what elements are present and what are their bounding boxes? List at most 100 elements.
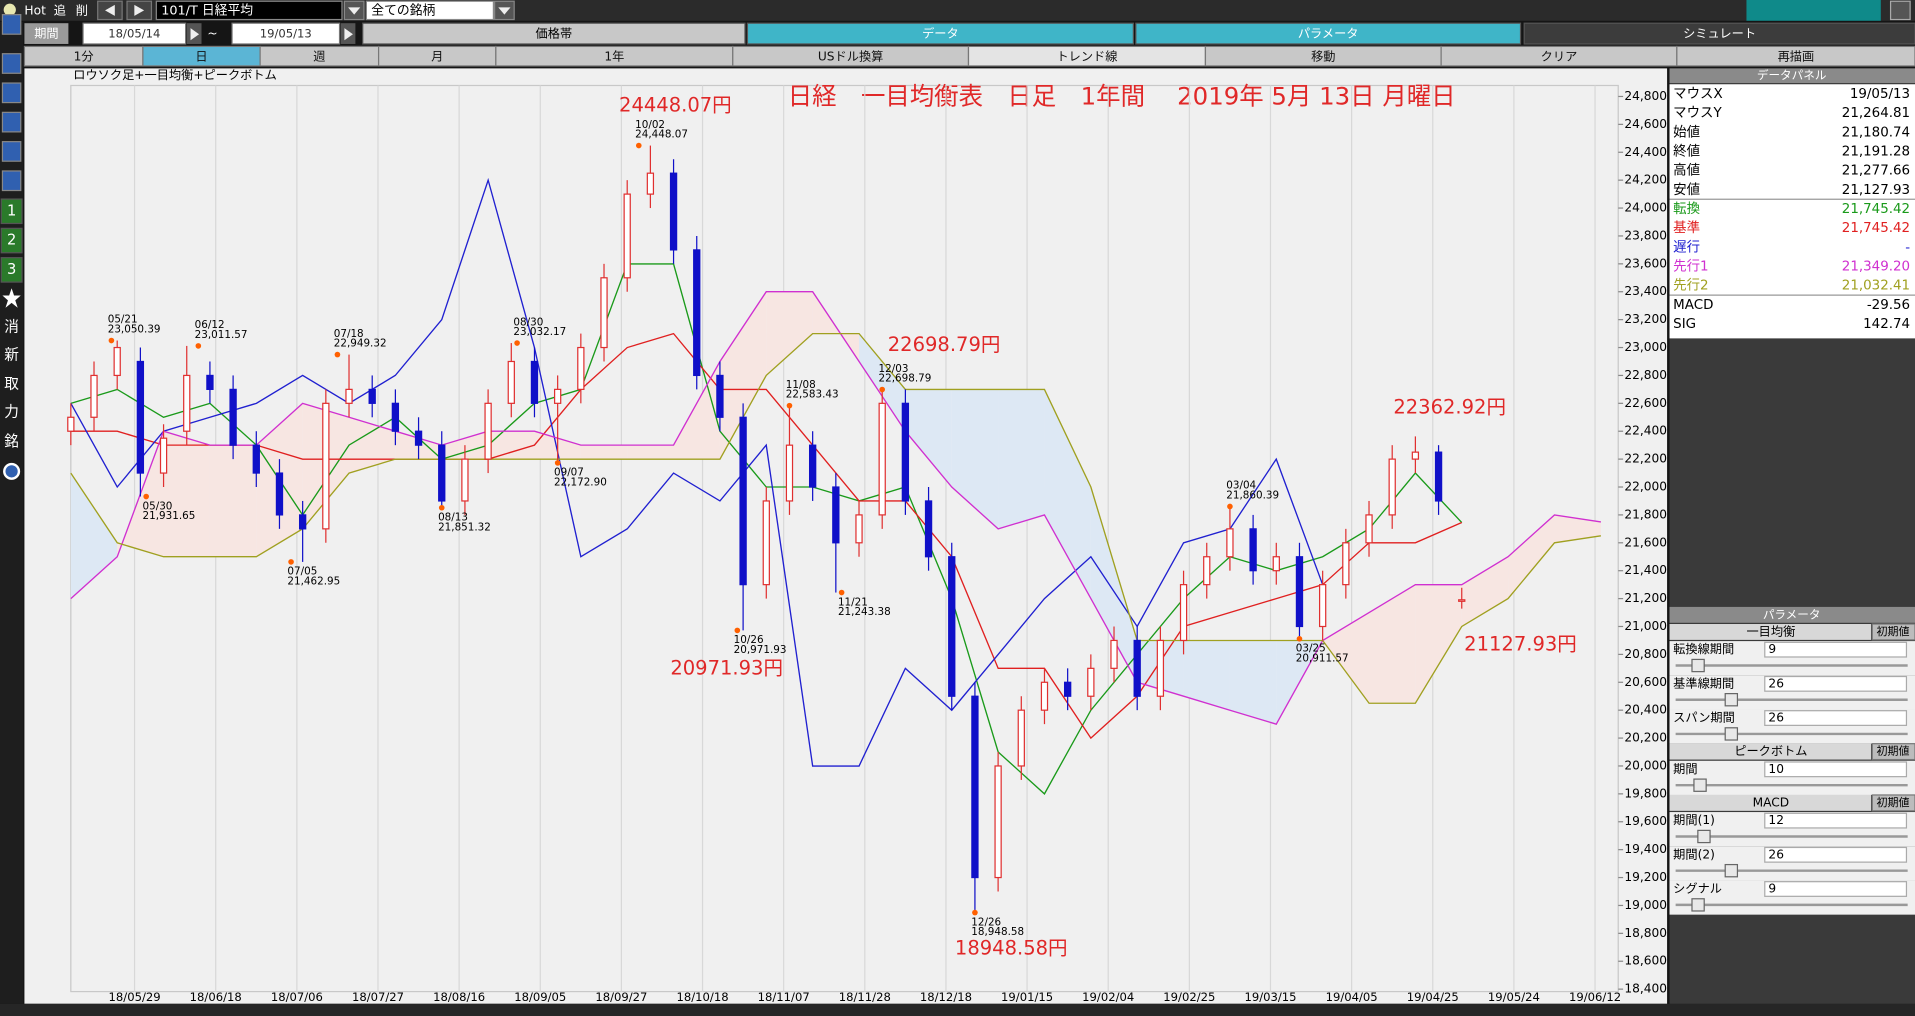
button-label[interactable]: 1年 — [604, 49, 624, 63]
reset-label[interactable]: 初期値 — [1877, 745, 1910, 758]
toolbar-item[interactable]: 追 — [54, 2, 66, 17]
reset-label[interactable]: 初期値 — [1877, 796, 1910, 809]
reset-button[interactable] — [1871, 623, 1915, 641]
star-icon[interactable] — [2, 288, 21, 308]
panel-value: 21,180.74 — [1842, 125, 1910, 140]
button-label[interactable]: 日 — [195, 49, 207, 63]
tool-button[interactable] — [0, 227, 23, 254]
slider-knob[interactable] — [1691, 898, 1705, 912]
universe-box[interactable] — [365, 0, 495, 21]
tool-icon-camera[interactable] — [1, 82, 22, 104]
button-label[interactable]: クリア — [1541, 49, 1578, 63]
tool-label[interactable]: 新 — [4, 346, 19, 363]
toolbar-item[interactable]: Hot — [24, 3, 46, 17]
reset-button[interactable] — [1871, 743, 1915, 761]
button-label[interactable]: 移動 — [1311, 49, 1335, 63]
reset-label[interactable]: 初期値 — [1877, 625, 1910, 638]
peak-marker — [734, 627, 741, 634]
slider-knob[interactable] — [1697, 829, 1711, 844]
toolbar-item[interactable]: 削 — [76, 3, 88, 17]
candle-body — [669, 172, 678, 251]
slider-knob[interactable] — [1691, 658, 1705, 673]
slider-knob[interactable] — [1724, 727, 1739, 741]
button-label[interactable]: USドル換算 — [818, 48, 884, 63]
tool-button[interactable] — [0, 257, 23, 283]
field-input[interactable] — [1764, 846, 1908, 863]
button-label[interactable]: 再描画 — [1778, 49, 1815, 63]
slider-knob[interactable] — [1724, 863, 1739, 878]
symbol-box[interactable] — [155, 0, 343, 21]
tool-icon-plus[interactable] — [1, 53, 22, 74]
cloud — [859, 333, 906, 432]
cloud — [1461, 556, 1509, 627]
tool-label[interactable]: 2 — [7, 232, 16, 249]
reset-button[interactable] — [1871, 794, 1915, 812]
tab[interactable] — [362, 22, 746, 45]
panel-title: データパネル — [1757, 68, 1827, 82]
param-header — [1669, 606, 1915, 623]
tool-icon-flag[interactable] — [1, 170, 22, 192]
step-arrow — [190, 28, 200, 41]
cloud — [1183, 640, 1230, 711]
y-tick-label: 24,800 — [1624, 89, 1667, 103]
tool-label[interactable]: 銘 — [4, 433, 19, 450]
peak-date: 10/02 — [635, 119, 665, 131]
candle-body — [1458, 599, 1466, 602]
field-input[interactable] — [1764, 881, 1908, 897]
panel-value: -29.56 — [1867, 298, 1910, 313]
tool-label[interactable]: 取 — [4, 376, 19, 393]
field-input[interactable] — [1764, 641, 1908, 658]
peak-value: 22,172.90 — [554, 476, 607, 488]
candle-body — [1388, 458, 1396, 516]
tab-label[interactable]: データ — [922, 26, 959, 41]
panel-body — [1669, 84, 1915, 339]
field-input[interactable] — [1764, 761, 1908, 778]
tool-icon-chart[interactable] — [1, 111, 22, 133]
candle-body — [878, 402, 886, 516]
candle-body — [1365, 514, 1373, 544]
tool-label[interactable]: 3 — [7, 261, 16, 278]
annotation: 22698.79円 — [888, 333, 1001, 356]
tab-label[interactable]: 価格帯 — [536, 26, 573, 41]
peak-date: 07/05 — [287, 566, 317, 578]
button-label[interactable]: 1分 — [74, 49, 94, 63]
slider-knob[interactable] — [1724, 693, 1739, 707]
peak-marker — [838, 589, 845, 596]
button-label[interactable]: トレンド線 — [1056, 48, 1117, 63]
tool-icon-chart[interactable] — [1, 141, 22, 162]
close-button[interactable] — [1889, 0, 1911, 21]
button-label[interactable]: 週 — [313, 49, 325, 63]
slider-knob[interactable] — [1693, 778, 1707, 792]
settings-icon[interactable] — [3, 462, 21, 480]
period-label: 期間 — [34, 27, 58, 41]
tab-label[interactable]: シミュレート — [1683, 27, 1756, 41]
candle-body — [530, 360, 539, 404]
tab[interactable] — [746, 22, 1134, 45]
date-box[interactable] — [231, 22, 341, 45]
date-box[interactable] — [82, 22, 187, 45]
button[interactable] — [1676, 45, 1915, 67]
button-label[interactable]: 月 — [431, 49, 443, 63]
field-input[interactable] — [1764, 710, 1908, 726]
y-tick-label: 19,200 — [1624, 870, 1667, 884]
tool-button[interactable] — [0, 198, 23, 225]
tool-label[interactable]: 力 — [4, 404, 19, 421]
candle-body — [322, 402, 330, 530]
x-tick-label: 18/11/28 — [839, 990, 891, 1004]
universe-text: 全ての銘柄 — [371, 2, 435, 18]
tool-label[interactable]: 消 — [4, 318, 19, 335]
panel-value: 21,349.20 — [1842, 260, 1910, 275]
panel-label: 高値 — [1673, 162, 1700, 179]
tab[interactable] — [1523, 22, 1915, 45]
tab[interactable] — [1135, 22, 1522, 45]
field-input[interactable] — [1764, 812, 1908, 829]
tool-icon-search[interactable] — [1, 14, 22, 35]
peak-date: 10/26 — [734, 634, 764, 646]
tab-label[interactable]: パラメータ — [1298, 27, 1359, 41]
panel-value: 21,191.28 — [1842, 145, 1910, 160]
field-input[interactable] — [1764, 675, 1908, 692]
candle-body — [391, 402, 400, 432]
tool-label[interactable]: 1 — [7, 202, 16, 219]
